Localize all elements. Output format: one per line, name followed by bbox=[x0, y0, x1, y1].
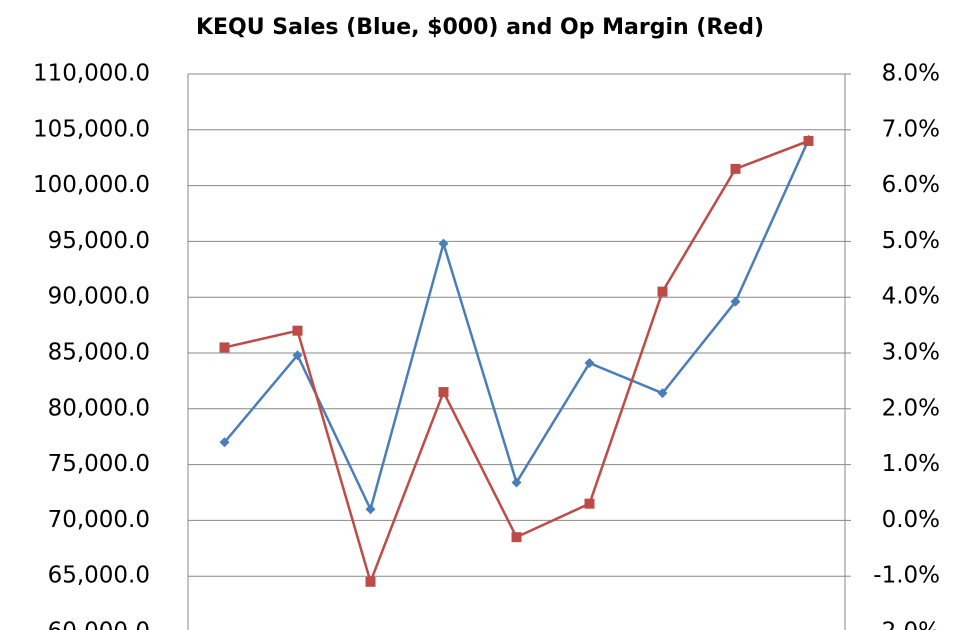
y-tick-label: 100,000.0 bbox=[33, 172, 150, 198]
y2-tick-label: 7.0% bbox=[882, 116, 940, 142]
y2-tick-label: 3.0% bbox=[882, 340, 940, 366]
marker bbox=[292, 350, 303, 361]
y-tick-label: 95,000.0 bbox=[48, 228, 150, 254]
marker bbox=[438, 238, 449, 249]
marker bbox=[657, 388, 668, 399]
y-tick-label: 110,000.0 bbox=[33, 61, 150, 87]
marker bbox=[365, 504, 376, 515]
y-tick-label: 90,000.0 bbox=[48, 284, 150, 310]
marker bbox=[365, 576, 376, 587]
marker bbox=[584, 498, 595, 509]
marker bbox=[584, 358, 595, 369]
marker bbox=[730, 296, 741, 307]
y-tick-label: 65,000.0 bbox=[48, 563, 150, 589]
y2-tick-label: 6.0% bbox=[882, 172, 940, 198]
y-tick-label: 70,000.0 bbox=[48, 507, 150, 533]
marker bbox=[511, 532, 522, 543]
y2-tick-label: 4.0% bbox=[882, 284, 940, 310]
marker bbox=[803, 135, 814, 146]
series-line bbox=[224, 139, 809, 586]
marker bbox=[219, 437, 230, 448]
y2-tick-label: -1.0% bbox=[873, 563, 940, 589]
y2-tick-label: 5.0% bbox=[882, 228, 940, 254]
y-tick-label: 85,000.0 bbox=[48, 340, 150, 366]
y2-tick-label: 2.0% bbox=[882, 395, 940, 421]
marker bbox=[657, 286, 668, 297]
y-tick-label: 75,000.0 bbox=[48, 451, 150, 477]
marker bbox=[730, 163, 741, 174]
marker bbox=[292, 325, 303, 336]
y2-tick-label: 1.0% bbox=[882, 451, 940, 477]
y-tick-label: 105,000.0 bbox=[33, 116, 150, 142]
marker bbox=[219, 342, 230, 353]
marker bbox=[511, 477, 522, 488]
marker bbox=[438, 387, 449, 398]
y2-tick-label: 0.0% bbox=[882, 507, 940, 533]
y-tick-label: 60,000.0 bbox=[48, 619, 150, 630]
y2-tick-label: 8.0% bbox=[882, 61, 940, 87]
y2-tick-label: -2.0% bbox=[873, 619, 940, 630]
y-tick-label: 80,000.0 bbox=[48, 395, 150, 421]
chart-title: KEQU Sales (Blue, $000) and Op Margin (R… bbox=[196, 15, 764, 40]
